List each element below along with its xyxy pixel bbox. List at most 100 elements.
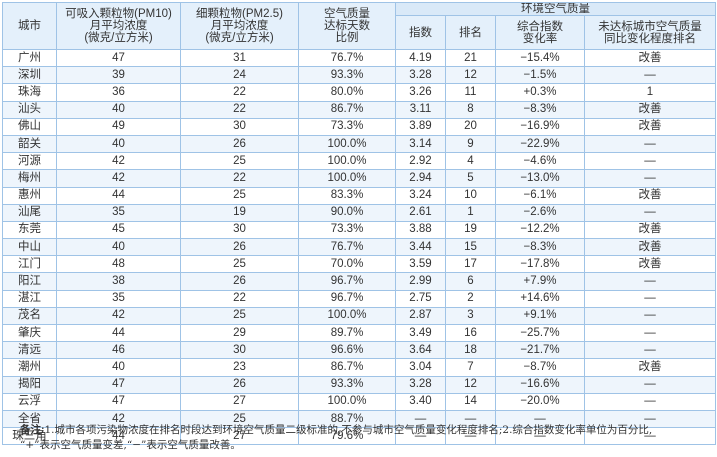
pm25-cell: 25 bbox=[180, 409, 299, 429]
index-cell: 2.99 bbox=[395, 272, 446, 291]
improvement-rank-cell: — bbox=[584, 272, 716, 291]
city-cell: 肇庆 bbox=[2, 323, 57, 343]
compliance-ratio-cell: 76.7% bbox=[298, 48, 396, 68]
compliance-ratio-cell: 96.7% bbox=[298, 289, 396, 308]
rank-cell: 16 bbox=[445, 323, 496, 343]
rank-cell: 12 bbox=[445, 375, 496, 394]
pm25-cell: 19 bbox=[180, 203, 299, 222]
index-cell: 3.24 bbox=[395, 186, 446, 205]
change-rate-cell: −15.4% bbox=[495, 48, 585, 68]
city-cell: 湛江 bbox=[2, 289, 57, 308]
pm25-cell: 22 bbox=[180, 83, 299, 102]
table-row: 肇庆 44 29 89.7% 3.49 16 −25.7% — bbox=[2, 323, 716, 343]
compliance-ratio-cell: 100.0% bbox=[298, 306, 396, 326]
compliance-ratio-cell: 93.3% bbox=[298, 375, 396, 394]
pm10-cell: 39 bbox=[56, 66, 181, 85]
change-rate-cell: −17.8% bbox=[495, 255, 585, 274]
change-rate-cell: −12.2% bbox=[495, 220, 585, 240]
index-cell: 3.89 bbox=[395, 117, 446, 136]
rank-cell: 10 bbox=[445, 186, 496, 205]
index-cell: 3.64 bbox=[395, 341, 446, 360]
compliance-ratio-cell: 83.3% bbox=[298, 186, 396, 205]
improvement-rank-cell: — bbox=[584, 375, 716, 394]
rank-cell: — bbox=[445, 409, 496, 429]
pm10-cell: 40 bbox=[56, 134, 181, 154]
table-row: 阳江 38 26 96.7% 2.99 6 +7.9% — bbox=[2, 272, 716, 291]
compliance-ratio-cell: 100.0% bbox=[298, 169, 396, 188]
improvement-rank-cell: 改善 bbox=[584, 186, 716, 205]
pm25-cell: 24 bbox=[180, 66, 299, 85]
change-rate-cell: −8.7% bbox=[495, 358, 585, 377]
table-row: 清远 46 30 96.6% 3.64 18 −21.7% — bbox=[2, 341, 716, 360]
index-cell: 3.14 bbox=[395, 134, 446, 154]
pm25-cell: 25 bbox=[180, 152, 299, 171]
table-row: 广州 47 31 76.7% 4.19 21 −15.4% 改善 bbox=[2, 48, 716, 68]
change-rate-cell: +14.6% bbox=[495, 289, 585, 308]
compliance-ratio-cell: 90.0% bbox=[298, 203, 396, 222]
rank-cell: 20 bbox=[445, 117, 496, 136]
index-cell: — bbox=[395, 409, 446, 429]
change-rate-cell: +0.3% bbox=[495, 83, 585, 102]
rank-cell: 6 bbox=[445, 272, 496, 291]
city-cell: 广州 bbox=[2, 48, 57, 68]
rank-cell: 4 bbox=[445, 152, 496, 171]
pm25-cell: 26 bbox=[180, 134, 299, 154]
improvement-rank-cell: — bbox=[584, 323, 716, 343]
rank-cell: 14 bbox=[445, 392, 496, 411]
change-rate-cell: −22.9% bbox=[495, 134, 585, 154]
improvement-rank-cell: 改善 bbox=[584, 48, 716, 68]
change-rate-cell: −1.5% bbox=[495, 66, 585, 85]
city-cell: 潮州 bbox=[2, 358, 57, 377]
rank-cell: 8 bbox=[445, 100, 496, 119]
header-pm10: 可吸入颗粒物(PM10) 月平均浓度 (微克/立方米) bbox=[56, 2, 181, 50]
pm25-cell: 30 bbox=[180, 341, 299, 360]
improvement-rank-cell: — bbox=[584, 134, 716, 154]
index-cell: 3.40 bbox=[395, 392, 446, 411]
city-cell: 清远 bbox=[2, 341, 57, 360]
pm10-cell: 36 bbox=[56, 83, 181, 102]
change-rate-cell: +9.1% bbox=[495, 306, 585, 326]
compliance-ratio-cell: 73.3% bbox=[298, 220, 396, 240]
index-cell: 3.49 bbox=[395, 323, 446, 343]
city-cell: 汕头 bbox=[2, 100, 57, 119]
table-row: 梅州 42 22 100.0% 2.94 5 −13.0% — bbox=[2, 169, 716, 188]
change-rate-cell: −4.6% bbox=[495, 152, 585, 171]
footnote-line-1: 1.城市各项污染物浓度在排名时段达到环境空气质量二级标准的,不参与城市空气质量变… bbox=[44, 424, 653, 436]
rank-cell: 19 bbox=[445, 220, 496, 240]
pm10-cell: 47 bbox=[56, 48, 181, 68]
pm10-cell: 45 bbox=[56, 220, 181, 240]
pm25-cell: 25 bbox=[180, 255, 299, 274]
change-rate-cell: −2.6% bbox=[495, 203, 585, 222]
pm25-cell: 26 bbox=[180, 272, 299, 291]
pm25-cell: 26 bbox=[180, 238, 299, 257]
compliance-ratio-cell: 79.6% bbox=[298, 427, 396, 446]
table-row: 中山 40 26 76.7% 3.44 15 −8.3% 改善 bbox=[2, 238, 716, 257]
pm10-cell: 44 bbox=[56, 323, 181, 343]
improvement-rank-cell: 改善 bbox=[584, 117, 716, 136]
improvement-rank-cell: — bbox=[584, 409, 716, 429]
improvement-rank-cell: — bbox=[584, 169, 716, 188]
rank-cell: 21 bbox=[445, 48, 496, 68]
pm10-cell: 42 bbox=[56, 152, 181, 171]
improvement-rank-cell: — bbox=[584, 66, 716, 85]
city-cell: 汕尾 bbox=[2, 203, 57, 222]
pm10-cell: 40 bbox=[56, 358, 181, 377]
header-rank: 排名 bbox=[445, 15, 496, 50]
rank-cell: — bbox=[445, 427, 496, 446]
change-rate-cell: −6.1% bbox=[495, 186, 585, 205]
improvement-rank-cell: 改善 bbox=[584, 358, 716, 377]
table-row: 珠海 36 22 80.0% 3.26 11 +0.3% 1 bbox=[2, 83, 716, 102]
improvement-rank-cell: 改善 bbox=[584, 238, 716, 257]
pm10-cell: 44 bbox=[56, 186, 181, 205]
improvement-rank-cell: 1 bbox=[584, 83, 716, 102]
index-cell: 3.28 bbox=[395, 66, 446, 85]
table-row: 惠州 44 25 83.3% 3.24 10 −6.1% 改善 bbox=[2, 186, 716, 205]
improvement-rank-cell: — bbox=[584, 289, 716, 308]
compliance-ratio-cell: 100.0% bbox=[298, 152, 396, 171]
change-rate-cell: +7.9% bbox=[495, 272, 585, 291]
city-cell: 揭阳 bbox=[2, 375, 57, 394]
pm10-cell: 35 bbox=[56, 289, 181, 308]
compliance-ratio-cell: 89.7% bbox=[298, 323, 396, 343]
compliance-ratio-cell: 76.7% bbox=[298, 238, 396, 257]
city-cell: 全省 bbox=[2, 409, 57, 429]
